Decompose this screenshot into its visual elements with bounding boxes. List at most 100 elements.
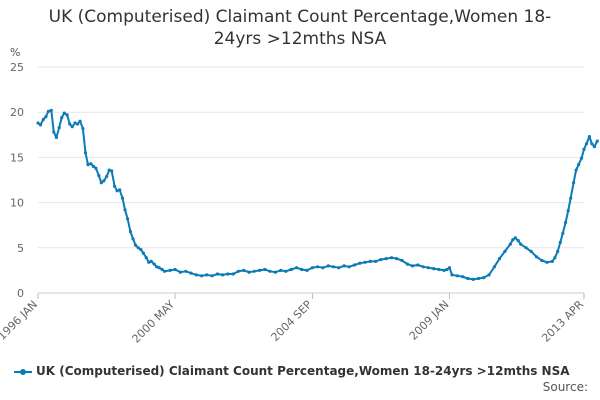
data-point[interactable] xyxy=(487,273,491,277)
data-point[interactable] xyxy=(133,243,138,247)
data-point[interactable] xyxy=(52,130,56,134)
data-point[interactable] xyxy=(524,246,528,250)
data-point[interactable] xyxy=(99,181,103,185)
data-point[interactable] xyxy=(94,166,98,170)
data-point[interactable] xyxy=(178,270,182,274)
data-point[interactable] xyxy=(437,267,441,272)
data-point[interactable] xyxy=(587,135,592,139)
data-point[interactable] xyxy=(247,270,251,274)
data-point[interactable] xyxy=(416,263,420,267)
data-point[interactable] xyxy=(368,259,372,263)
data-point[interactable] xyxy=(258,268,262,272)
data-point[interactable] xyxy=(574,168,578,172)
data-point[interactable] xyxy=(390,256,394,260)
data-point[interactable] xyxy=(513,236,517,240)
data-point[interactable] xyxy=(123,208,127,212)
data-point[interactable] xyxy=(295,266,299,270)
data-point[interactable] xyxy=(78,119,82,123)
data-point[interactable] xyxy=(152,262,156,266)
data-point[interactable] xyxy=(516,239,520,243)
data-point[interactable] xyxy=(492,265,496,269)
data-point[interactable] xyxy=(395,257,399,261)
data-point[interactable] xyxy=(566,209,570,213)
data-point[interactable] xyxy=(168,268,172,272)
data-point[interactable] xyxy=(76,122,80,126)
data-point[interactable] xyxy=(155,265,159,269)
data-point[interactable] xyxy=(184,269,188,273)
data-point[interactable] xyxy=(38,123,43,127)
data-point[interactable] xyxy=(36,121,40,125)
data-point[interactable] xyxy=(44,115,48,119)
data-point[interactable] xyxy=(534,255,539,259)
data-point[interactable] xyxy=(268,269,272,273)
data-point[interactable] xyxy=(405,262,409,266)
data-point[interactable] xyxy=(442,268,446,272)
data-point[interactable] xyxy=(556,249,560,253)
data-point[interactable] xyxy=(68,122,72,126)
data-point[interactable] xyxy=(300,267,304,272)
data-point[interactable] xyxy=(561,231,565,235)
data-point[interactable] xyxy=(205,273,209,277)
data-point[interactable] xyxy=(173,267,177,272)
data-point[interactable] xyxy=(461,275,465,279)
data-point[interactable] xyxy=(400,258,404,263)
data-point[interactable] xyxy=(374,259,378,263)
data-point[interactable] xyxy=(107,168,111,172)
data-point[interactable] xyxy=(363,260,367,264)
data-point[interactable] xyxy=(194,273,198,277)
data-point[interactable] xyxy=(128,229,132,234)
data-point[interactable] xyxy=(477,276,481,281)
data-point[interactable] xyxy=(284,269,288,273)
data-point[interactable] xyxy=(550,259,554,263)
data-point[interactable] xyxy=(582,147,586,151)
data-point[interactable] xyxy=(310,266,314,270)
data-point[interactable] xyxy=(65,113,69,117)
data-point[interactable] xyxy=(83,151,88,155)
data-point[interactable] xyxy=(455,274,459,278)
data-point[interactable] xyxy=(236,269,240,273)
data-point[interactable] xyxy=(200,274,204,278)
data-point[interactable] xyxy=(144,256,148,260)
data-point[interactable] xyxy=(503,249,507,253)
data-point[interactable] xyxy=(511,238,515,242)
data-point[interactable] xyxy=(426,266,430,270)
data-point[interactable] xyxy=(41,117,46,121)
data-point[interactable] xyxy=(49,108,53,112)
data-point[interactable] xyxy=(519,242,523,246)
data-point[interactable] xyxy=(545,260,549,264)
data-point[interactable] xyxy=(46,109,51,113)
data-point[interactable] xyxy=(553,256,557,260)
data-point[interactable] xyxy=(289,267,293,272)
data-point[interactable] xyxy=(342,264,346,268)
data-point[interactable] xyxy=(279,268,283,272)
data-point[interactable] xyxy=(315,265,320,269)
data-point[interactable] xyxy=(136,246,140,250)
data-point[interactable] xyxy=(97,173,101,178)
data-point[interactable] xyxy=(70,125,74,129)
data-point[interactable] xyxy=(157,266,161,270)
legend[interactable]: UK (Computerised) Claimant Count Percent… xyxy=(14,364,570,378)
data-point[interactable] xyxy=(590,142,594,146)
data-point[interactable] xyxy=(579,156,584,160)
data-point[interactable] xyxy=(115,189,119,193)
data-point[interactable] xyxy=(210,274,214,278)
data-point[interactable] xyxy=(558,240,562,244)
data-point[interactable] xyxy=(160,267,164,272)
data-point[interactable] xyxy=(139,248,143,252)
data-point[interactable] xyxy=(529,249,533,253)
data-point[interactable] xyxy=(113,184,117,188)
data-point[interactable] xyxy=(564,220,568,225)
data-point[interactable] xyxy=(358,261,362,265)
data-point[interactable] xyxy=(118,188,122,192)
data-point[interactable] xyxy=(73,121,77,125)
data-point[interactable] xyxy=(577,163,581,167)
data-point[interactable] xyxy=(410,264,414,268)
data-point[interactable] xyxy=(220,273,225,277)
data-point[interactable] xyxy=(89,162,93,166)
data-point[interactable] xyxy=(126,217,130,221)
data-point[interactable] xyxy=(120,196,125,200)
data-point[interactable] xyxy=(466,276,470,281)
data-point[interactable] xyxy=(321,266,325,270)
data-point[interactable] xyxy=(432,267,436,271)
data-point[interactable] xyxy=(447,266,452,270)
